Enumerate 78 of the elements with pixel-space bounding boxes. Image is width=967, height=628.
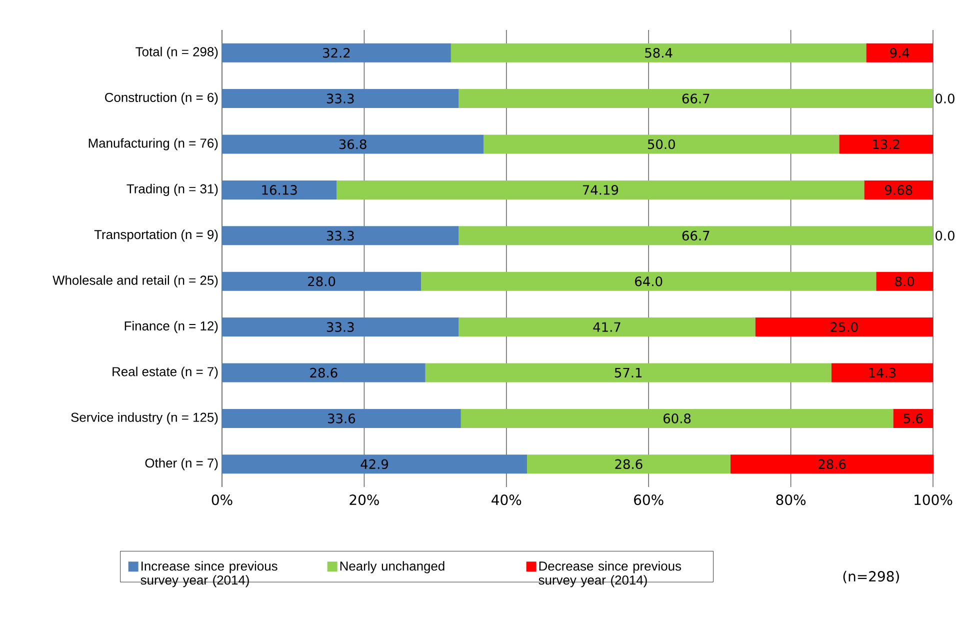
data-label: 50.0 [648,139,675,150]
bar [222,363,426,382]
y-tick-label: Wholesale and retail (n = 25) [52,275,218,288]
bar [864,180,934,200]
legend-label: Increase since previous survey year (2014) [140,561,278,588]
y-tick-label: Finance (n = 12) [124,321,218,334]
x-tick-label: 80% [776,494,806,506]
data-label: 25.0 [830,322,858,332]
bar [893,408,934,428]
bar [458,318,756,337]
bar [336,180,864,200]
x-tick-label: 0% [212,494,232,506]
data-label: 33.3 [326,94,354,104]
bar [222,180,337,200]
data-label: 41.7 [593,322,620,332]
bar [222,226,459,246]
bar [450,43,866,62]
data-label: 36.8 [339,139,366,150]
data-label: 66.7 [682,230,710,241]
data-label: 16.13 [262,185,297,195]
bar [425,363,832,382]
bar [222,134,484,154]
data-label: 0.0 [936,230,954,241]
data-label: 9.68 [884,185,912,195]
x-tick-label: 40% [492,494,522,506]
data-label: 32.2 [323,48,350,58]
data-label: 66.7 [682,94,710,104]
y-tick-label: Trading (n = 31) [126,184,218,196]
bar [460,408,894,428]
y-tick-label: Service industry (n = 125) [71,412,218,424]
legend-label: Nearly unchanged [340,561,444,574]
data-label: 28.6 [615,459,642,470]
data-label: 28.6 [818,459,846,470]
bar [484,134,840,154]
bar [527,454,730,474]
data-label: 0.0 [936,94,954,104]
data-label: 8.0 [895,276,914,286]
data-label: 60.8 [664,414,691,424]
bar [458,226,934,246]
bar [866,43,934,62]
x-tick-label: 60% [634,494,664,506]
bar [876,272,934,291]
bar [755,318,934,337]
legend-label: Decrease since previous survey year (2014) [538,561,682,588]
data-label: 14.3 [869,368,896,378]
bar [222,89,459,108]
y-tick-label: Other (n = 7) [145,458,218,470]
data-label: 33.6 [328,414,356,424]
data-label: 74.19 [582,185,618,195]
data-label: 42.9 [360,459,388,470]
x-tick-label: 100% [914,494,952,506]
bar [421,272,876,291]
text: (n=298) [843,570,899,584]
data-label: 33.3 [326,322,354,332]
bar [222,272,422,291]
y-tick-label: Manufacturing (n = 76) [88,138,218,150]
data-label: 57.1 [614,368,642,378]
bar [839,134,934,154]
bar [730,454,934,474]
data-label: 33.3 [326,230,354,241]
data-label: 58.4 [645,48,672,58]
bar [222,408,461,428]
y-tick-label: Transportation (n = 9) [94,230,218,242]
y-tick-label: Total (n = 298) [136,46,218,59]
bar [222,454,528,474]
data-label: 13.2 [873,139,900,150]
data-label: 5.6 [904,414,923,424]
data-label: 64.0 [635,276,662,286]
bar [222,43,451,62]
bar [458,89,934,108]
y-tick-label: Real estate (n = 7) [112,366,218,379]
data-label: 9.4 [890,48,910,58]
bar [222,318,459,337]
y-tick-label: Construction (n = 6) [105,92,218,105]
data-label: 28.0 [308,276,336,286]
bar [831,363,934,382]
x-tick-label: 20% [350,494,379,506]
data-label: 28.6 [310,368,338,378]
